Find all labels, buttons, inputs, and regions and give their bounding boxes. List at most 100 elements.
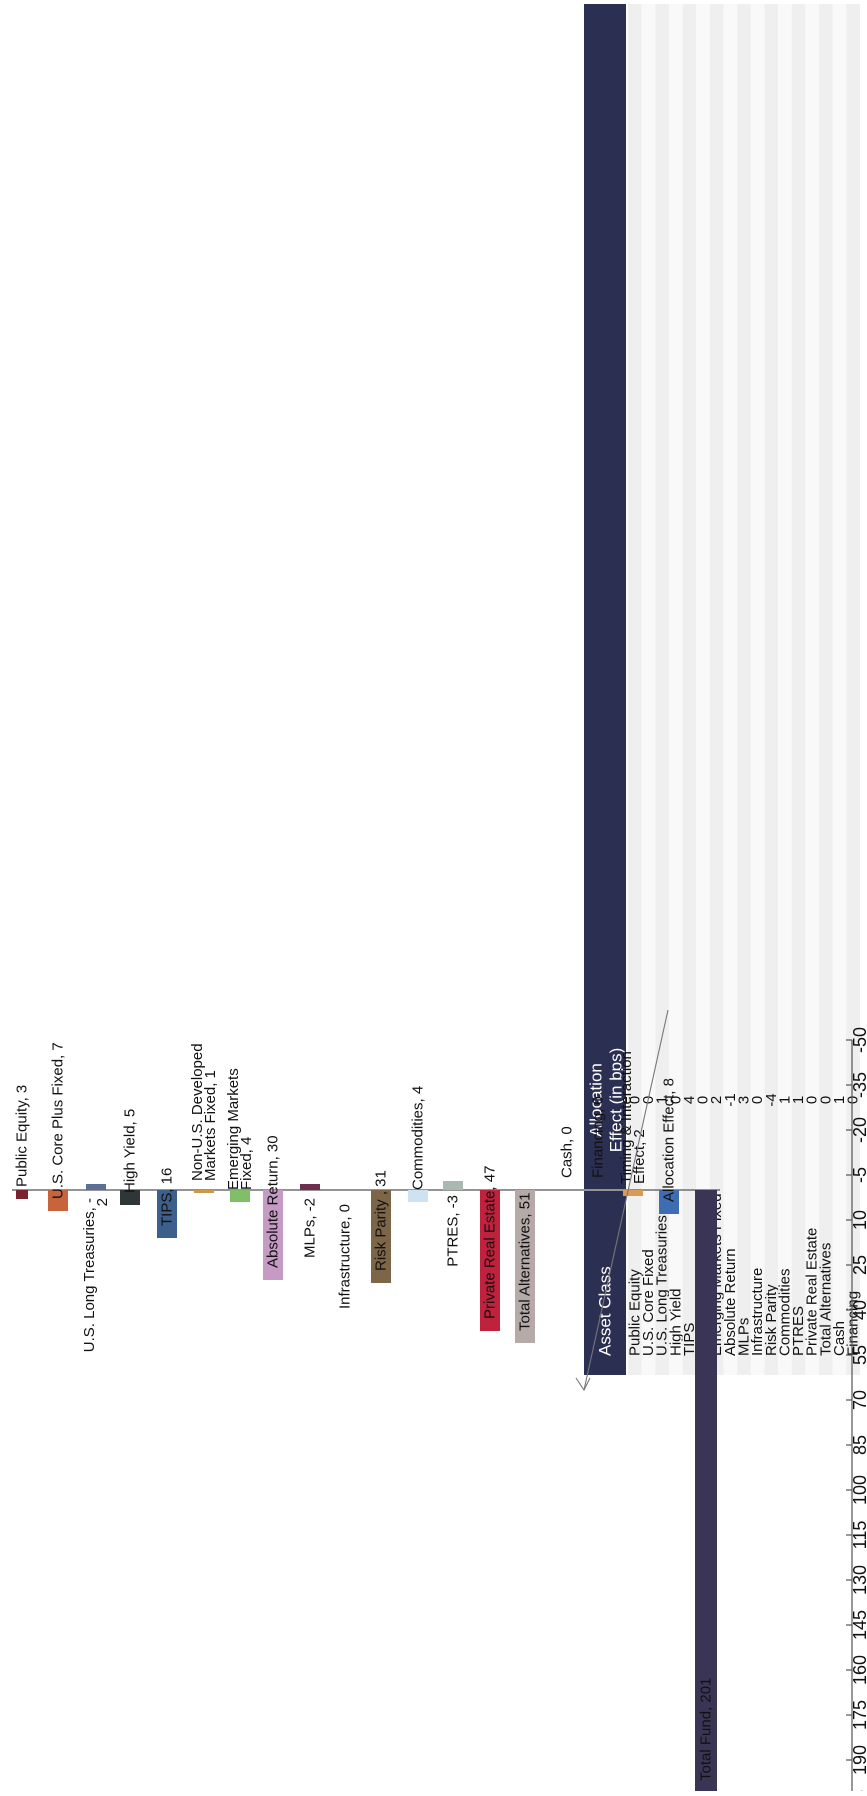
tick-label: -5 xyxy=(850,1167,867,1183)
label-infrastructure: Infrastructure, 0 xyxy=(337,1204,354,1309)
cell-effect-ptres: 1 xyxy=(790,1096,807,1104)
arrow-line xyxy=(583,1009,669,1391)
cell-asset-commodities: Commodities xyxy=(776,1268,793,1356)
bar-u-s-core-plus-fixed xyxy=(48,1190,68,1211)
allocation-table: Asset Class Allocation Effect (in bps) Publ… xyxy=(584,4,862,1375)
label-non-u-s-developed-markets-fixed: Non-U.S. Developed xyxy=(189,1043,206,1181)
cell-asset-high-yield: High Yield xyxy=(667,1288,684,1356)
table-header xyxy=(584,4,626,1375)
cell-effect-risk-parity: -4 xyxy=(763,1093,780,1106)
table-row xyxy=(778,4,792,1375)
cell-asset-u-s-long-treasuries: U.S. Long Treasuries xyxy=(654,1215,671,1356)
cell-effect-cash: 1 xyxy=(831,1096,848,1104)
tick-label: 10 xyxy=(850,1210,867,1230)
table-row xyxy=(846,4,860,1375)
bar-allocation-effect xyxy=(659,1190,679,1214)
cell-effect-public-equity: 0 xyxy=(626,1096,643,1104)
table-row xyxy=(682,4,697,1375)
bar-non-u-s-developed-markets-fixed xyxy=(194,1190,214,1193)
table-row xyxy=(655,4,669,1375)
bar-total-fund xyxy=(695,1190,717,1793)
table-row xyxy=(737,4,751,1375)
table-row xyxy=(805,4,820,1375)
table-row xyxy=(791,4,806,1375)
label-ptres: PTRES, -3 xyxy=(445,1195,462,1267)
tick-label: 85 xyxy=(850,1435,867,1455)
tick-label: 190 xyxy=(850,1745,867,1775)
cell-effect-total-alternatives: 0 xyxy=(817,1096,834,1104)
table-row xyxy=(832,4,847,1375)
label-timing-interaction-effect: Effect, 2 xyxy=(631,1129,648,1184)
label-mlps: MLPs, -2 xyxy=(302,1198,319,1258)
cell-asset-total-alternatives: Total Alternatives xyxy=(817,1243,834,1356)
cell-effect-private-real-estate: 0 xyxy=(804,1096,821,1104)
cell-effect-non-u-s-fixed: 0 xyxy=(695,1096,712,1104)
table-row xyxy=(819,4,833,1375)
bar-risk-parity xyxy=(371,1190,391,1283)
cell-asset-ptres: PTRES xyxy=(790,1306,807,1356)
label-u-s-long-treasuries: U.S. Long Treasuries, - xyxy=(81,1198,98,1352)
tick-label: 175 xyxy=(850,1700,867,1730)
bar-public-equity xyxy=(16,1190,28,1199)
table-row xyxy=(641,4,656,1375)
cell-effect-financing: 0 xyxy=(845,1096,862,1104)
tick-label: 100 xyxy=(850,1475,867,1505)
tick-label: 70 xyxy=(850,1390,867,1410)
column-header-allocation-effect: Allocation xyxy=(587,1063,606,1137)
bar-private-real-estate xyxy=(480,1190,500,1331)
cell-asset-private-real-estate: Private Real Estate xyxy=(804,1228,821,1356)
attribution-bar-chart: Public Equity, 3 U.S. Core Plus Fixed, 7 U… xyxy=(12,1027,867,1796)
table-row xyxy=(628,4,642,1375)
column-header-allocation-effect: Effect (in bps) xyxy=(607,1048,626,1153)
cell-effect-commodities: 1 xyxy=(776,1096,793,1104)
tick-label: 25 xyxy=(850,1255,867,1275)
cell-asset-tips: TIPS xyxy=(681,1323,698,1356)
cell-asset-mlps: MLPs xyxy=(736,1318,753,1356)
table-row xyxy=(750,4,765,1375)
tick-label: -50 xyxy=(850,1027,867,1053)
tick-label: 115 xyxy=(850,1521,867,1550)
label-non-u-s-developed-markets-fixed: Markets Fixed, 1 xyxy=(202,1070,219,1181)
bar-ptres xyxy=(443,1181,463,1190)
bar-mlps xyxy=(300,1184,320,1190)
table-row xyxy=(709,4,724,1375)
label-timing-interaction-effect: Timing & Interaction xyxy=(618,1051,635,1184)
cell-effect-infrastructure: 0 xyxy=(749,1096,766,1104)
label-total-fund: Total Fund, 201 xyxy=(698,1678,715,1781)
tick-label: 40 xyxy=(850,1300,867,1320)
tick-label: 145 xyxy=(850,1610,867,1640)
cell-effect-u-s-long-treasuries: 1 xyxy=(654,1096,671,1104)
bar-absolute-return xyxy=(263,1190,283,1280)
label-private-real-estate: Private Real Estate, 47 xyxy=(482,1166,499,1319)
bar-emerging-markets-fixed xyxy=(230,1190,250,1202)
label-commodities: Commodities, 4 xyxy=(410,1086,427,1190)
label-cash: Cash, 0 xyxy=(559,1126,576,1178)
label-public-equity: Public Equity, 3 xyxy=(14,1085,31,1187)
table-row xyxy=(696,4,710,1375)
tick-label: 130 xyxy=(850,1565,867,1595)
cell-asset-cash: Cash xyxy=(831,1321,848,1356)
cell-effect-high-yield: 0 xyxy=(667,1096,684,1104)
label-total-alternatives: Total Alternatives, 51 xyxy=(517,1193,534,1331)
cell-asset-public-equity: Public Equity xyxy=(626,1269,643,1356)
table-row xyxy=(723,4,738,1375)
bar-high-yield xyxy=(120,1190,140,1205)
tick-label: 55 xyxy=(850,1345,867,1365)
label-high-yield: High Yield, 5 xyxy=(122,1109,139,1193)
arrow-head xyxy=(575,1377,591,1392)
bar-u-s-long-treasuries xyxy=(86,1184,106,1190)
cell-asset-u-s-core-fixed: U.S. Core Fixed xyxy=(640,1249,657,1356)
label-financing: Financing, 0 xyxy=(590,1096,607,1178)
tick-label: 160 xyxy=(850,1655,867,1685)
cell-effect-absolute-return: -1 xyxy=(722,1093,739,1106)
label-emerging-markets-fixed: Emerging Markets xyxy=(225,1068,242,1190)
bar-tips xyxy=(157,1190,177,1238)
column-header-asset-class: Asset Class xyxy=(596,1266,615,1356)
cell-effect-emerging-markets-fixed: 2 xyxy=(708,1096,725,1104)
cell-effect-mlps: 3 xyxy=(736,1096,753,1104)
cell-effect-tips: 4 xyxy=(681,1096,698,1104)
table-row xyxy=(668,4,683,1375)
callout-arrow xyxy=(575,1009,669,1392)
label-allocation-effect: Allocation Effect, 8 xyxy=(661,1078,678,1202)
